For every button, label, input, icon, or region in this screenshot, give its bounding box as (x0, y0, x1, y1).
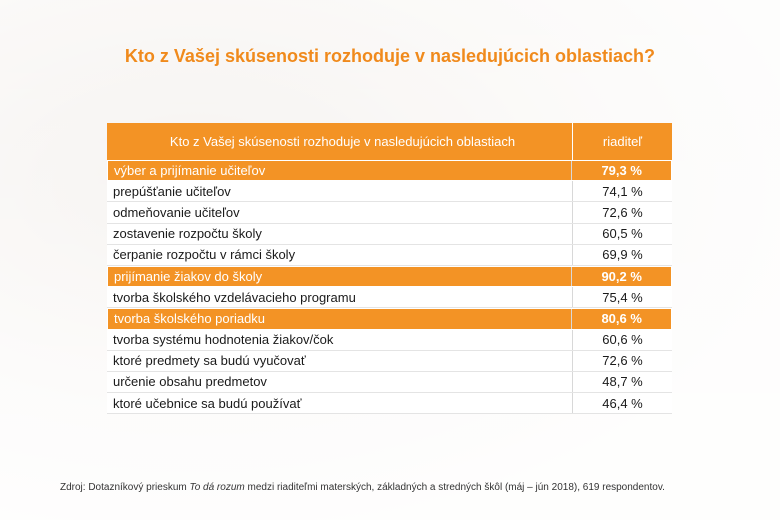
row-label: výber a prijímanie učiteľov (114, 163, 266, 179)
table-row: výber a prijímanie učiteľov 79,3 % (107, 160, 672, 182)
table-row: tvorba systému hodnotenia žiakov/čok 60,6… (107, 329, 672, 351)
header-cell: Kto z Vašej skúsenosti rozhoduje v nasle… (169, 134, 516, 149)
row-label: určenie obsahu predmetov (113, 374, 267, 390)
source-note: Zdroj: Dotazníkový prieskum To dá rozum … (60, 482, 665, 493)
row-value: 72,6 % (572, 202, 672, 223)
row-value: 72,6 % (572, 350, 672, 371)
row-label: prijímanie žiakov do školy (114, 269, 263, 285)
table-row: prijímanie žiakov do školy 90,2 % (107, 265, 672, 288)
title: Kto z Vašej skúsenosti rozhoduje v nasle… (124, 46, 656, 66)
table-row: odmeňovanie učiteľov 72,6 % (107, 202, 672, 224)
table-row: prepúšťanie učiteľov 74,1 % (107, 181, 672, 203)
row-value: 90,2 % (571, 266, 671, 287)
row-label: ktoré predmety sa budú vyučovať (113, 353, 306, 369)
source-italic: To dá rozum (189, 482, 245, 493)
row-label: tvorba systému hodnotenia žiakov/čok (113, 332, 334, 348)
row-label: zostavenie rozpočtu školy (113, 226, 262, 242)
table-row: tvorba školského vzdelávacieho programu 7… (107, 287, 672, 309)
row-label: čerpanie rozpočtu v rámci školy (113, 247, 296, 263)
source-text: Zdroj: Dotazníkový prieskum (60, 482, 190, 493)
header-cell: riaditeľ (572, 123, 672, 160)
row-value: 60,6 % (572, 329, 672, 350)
row-label: prepúšťanie učiteľov (113, 183, 231, 199)
table-row: ktoré predmety sa budú vyučovať 72,6 % (107, 350, 672, 372)
row-value: 80,6 % (571, 309, 671, 329)
table-row: zostavenie rozpočtu školy 60,5 % (107, 223, 672, 245)
table-row: tvorba školského poriadku 80,6 % (107, 308, 672, 330)
row-value: 75,4 % (572, 287, 672, 308)
table-header: Kto z Vašej skúsenosti rozhoduje v nasle… (107, 123, 672, 160)
row-label: ktoré učebnice sa budú používať (113, 395, 302, 411)
row-value: 79,3 % (571, 161, 671, 181)
row-label: tvorba školského vzdelávacieho programu (113, 289, 356, 305)
table-row: určenie obsahu predmetov 48,7 % (107, 371, 672, 394)
table-row: ktoré učebnice sa budú používať 46,4 % (107, 393, 672, 415)
row-value: 60,5 % (572, 223, 672, 244)
row-value: 48,7 % (572, 371, 672, 393)
row-value: 74,1 % (572, 181, 672, 202)
source-text: medzi riaditeľmi materských, základných … (244, 482, 665, 493)
table-row: čerpanie rozpočtu v rámci školy 69,9 % (107, 244, 672, 266)
row-label: tvorba školského poriadku (114, 311, 266, 327)
table: Kto z Vašej skúsenosti rozhoduje v nasle… (107, 123, 672, 415)
row-value: 46,4 % (572, 393, 672, 414)
row-label: odmeňovanie učiteľov (113, 204, 240, 220)
row-value: 69,9 % (572, 244, 672, 265)
